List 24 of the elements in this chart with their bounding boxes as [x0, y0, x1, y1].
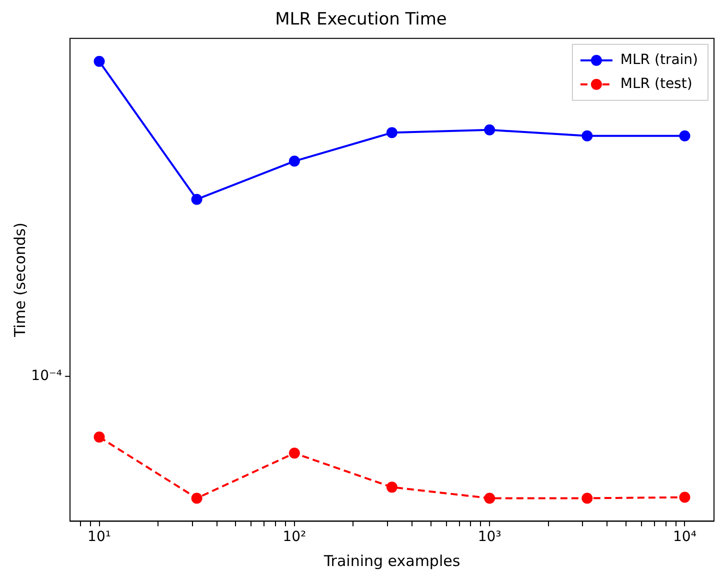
point — [191, 194, 202, 205]
point — [94, 56, 105, 67]
point — [191, 492, 202, 504]
x-axis-title: Training examples — [322, 552, 460, 570]
point — [679, 492, 690, 503]
y-axis-title: Time (seconds) — [10, 222, 29, 338]
point — [288, 156, 300, 167]
x-tick-label: 10² — [282, 529, 306, 546]
point — [484, 124, 496, 136]
point — [582, 130, 593, 142]
legend-label: MLR (test) — [620, 76, 692, 92]
legend-label: MLR (train) — [620, 52, 698, 68]
point — [288, 448, 300, 459]
text: 10⁻⁴ — [31, 368, 62, 384]
x-tick-label: 10³ — [478, 529, 502, 546]
x-tick-label: 10¹ — [88, 529, 111, 546]
point — [386, 482, 398, 493]
point — [582, 492, 593, 504]
x-tick-label: 10⁴ — [673, 529, 697, 546]
chart-title: MLR Execution Time — [275, 10, 447, 30]
point — [484, 492, 496, 504]
point — [94, 432, 105, 443]
point — [386, 127, 398, 138]
point — [679, 130, 690, 142]
